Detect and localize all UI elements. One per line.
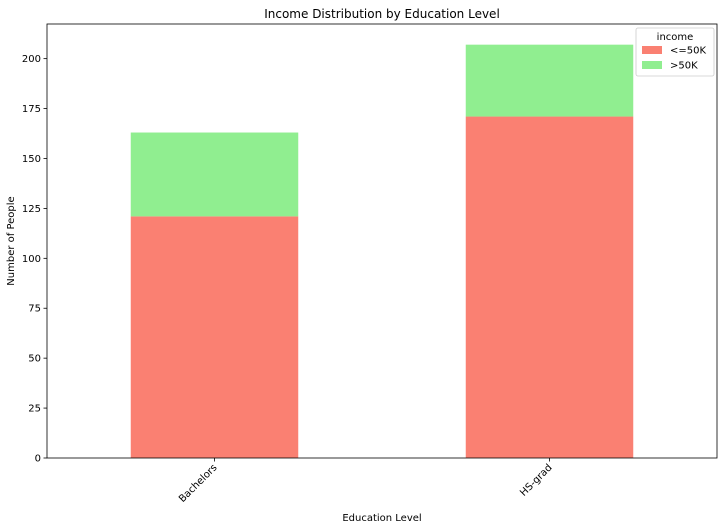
bar-hs-grad-series-0: [465, 116, 634, 459]
legend: income <=50K >50K: [635, 27, 715, 77]
y-axis-label: Number of People: [6, 196, 17, 285]
y-tick-label-0: 0: [35, 454, 41, 465]
legend-swatch-1: [642, 61, 662, 69]
y-tick-label-25: 25: [28, 404, 41, 415]
bar-bachelors-series-1: [130, 132, 299, 217]
x-tick-label-hs-grad: HS-grad: [518, 462, 554, 498]
legend-label-1: >50K: [670, 61, 698, 72]
bar-hs-grad-series-1: [465, 44, 634, 117]
legend-label-0: <=50K: [670, 46, 706, 57]
y-tick-label-50: 50: [28, 354, 41, 365]
bar-bachelors-series-0: [130, 216, 299, 458]
y-tick-label-75: 75: [28, 304, 41, 315]
y-tick-label-150: 150: [22, 154, 41, 165]
bars-layer: [130, 44, 634, 459]
y-tick-label-200: 200: [22, 54, 41, 65]
y-tick-label-100: 100: [22, 254, 41, 265]
plot-frame: [46, 23, 718, 459]
chart-title: Income Distribution by Education Level: [264, 7, 500, 21]
x-axis-label: Education Level: [342, 513, 421, 524]
y-tick-label-125: 125: [22, 204, 41, 215]
x-axis: Bachelors HS-grad: [177, 458, 555, 505]
y-axis: 0 25 50 75 100 125 150 175 200: [22, 54, 47, 465]
y-tick-label-175: 175: [22, 104, 41, 115]
x-tick-label-bachelors: Bachelors: [177, 462, 220, 505]
legend-swatch-0: [642, 46, 662, 54]
legend-title: income: [657, 32, 694, 43]
